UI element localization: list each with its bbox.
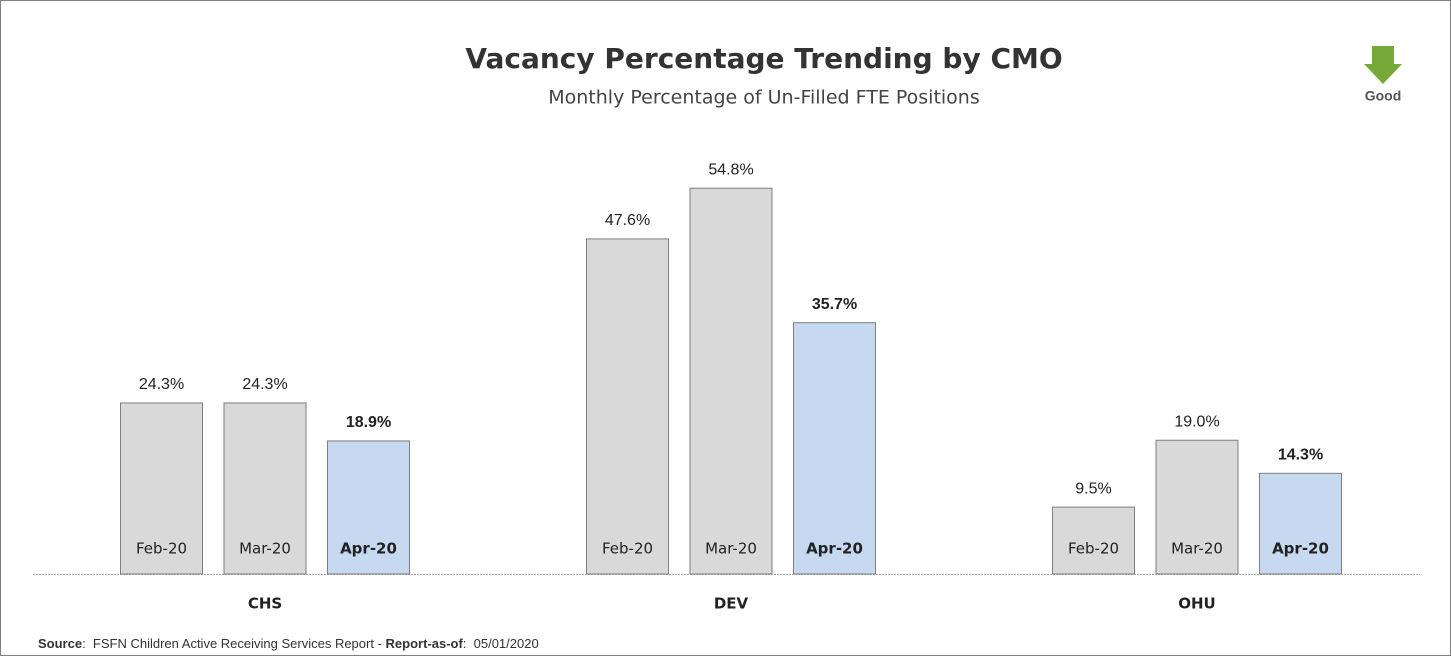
value-label: 54.8%: [708, 161, 753, 178]
series-label: Feb-20: [1068, 540, 1119, 558]
value-label: 24.3%: [242, 376, 287, 393]
good-arrow: [1364, 46, 1402, 84]
series-label: Apr-20: [1272, 540, 1329, 558]
value-label: 35.7%: [812, 296, 857, 313]
bar: [327, 440, 410, 575]
bar: [586, 238, 669, 575]
bar: [1052, 506, 1135, 575]
series-label: Mar-20: [705, 540, 757, 558]
chart-title: Vacancy Percentage Trending by CMO: [465, 42, 1062, 75]
series-label: Mar-20: [1171, 540, 1223, 558]
value-label: 19.0%: [1174, 413, 1219, 430]
value-label: 47.6%: [605, 212, 650, 229]
value-label: 9.5%: [1075, 480, 1111, 497]
report-date: : 05/01/2020: [463, 636, 539, 651]
series-label: Apr-20: [806, 540, 863, 558]
bar: [793, 322, 876, 575]
bar: [120, 402, 203, 575]
bar: [1155, 439, 1239, 575]
bar: [1259, 472, 1342, 575]
source-note: Source: FSFN Children Active Receiving S…: [38, 636, 539, 651]
series-label: Apr-20: [340, 540, 397, 558]
chart-subtitle: Monthly Percentage of Un-Filled FTE Posi…: [548, 87, 980, 109]
report-label: Report-as-of: [386, 636, 464, 651]
source-label: Source: [38, 636, 82, 651]
source-text: : FSFN Children Active Receiving Service…: [82, 636, 385, 651]
category-label: DEV: [714, 595, 749, 613]
category-label: CHS: [248, 595, 282, 613]
category-label: OHU: [1178, 595, 1216, 613]
annotation: Good: [1365, 88, 1402, 104]
series-label: Feb-20: [602, 540, 653, 558]
value-label: 18.9%: [346, 414, 391, 431]
bar: [223, 402, 307, 575]
series-label: Mar-20: [239, 540, 291, 558]
value-label: 14.3%: [1278, 447, 1323, 464]
value-label: 24.3%: [139, 376, 184, 393]
bar: [689, 187, 773, 575]
series-label: Feb-20: [136, 540, 187, 558]
